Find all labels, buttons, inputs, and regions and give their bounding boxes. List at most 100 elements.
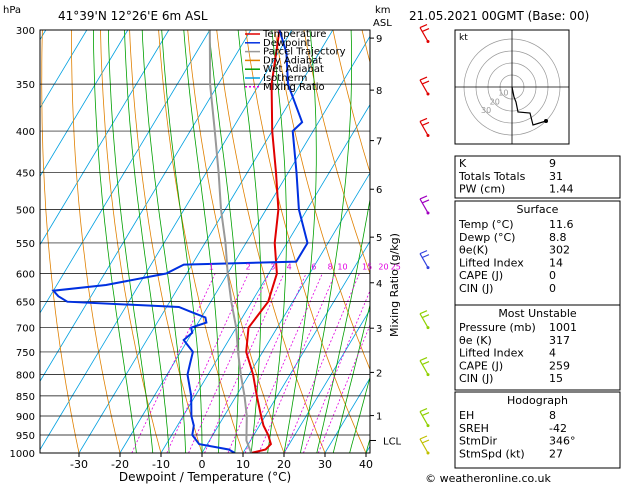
wind-barb-flag [421,361,430,366]
series-dewpoint [51,30,309,453]
hodograph-ring-label: 20 [490,97,500,106]
isotherm-line [40,30,252,383]
wet-adiabat-line [93,30,137,453]
table-label: Lifted Index [459,256,524,269]
mixing-ratio-label: 8 [328,263,333,272]
wind-barb-staff [419,411,429,426]
table-label: Temp (°C) [458,218,514,231]
km-label: km [375,5,391,16]
wet-adiabat-line [124,30,170,453]
table-value: 0 [549,269,556,282]
isotherm-line [201,172,370,453]
km-tick-label: 2 [376,368,382,379]
pressure-tick-label: 300 [16,26,35,37]
wind-barb-flag [419,310,428,315]
wind-barb-flag [421,439,430,444]
lcl-label: LCL [383,436,402,447]
isotherm-line [119,35,370,453]
copyright: © weatheronline.co.uk [425,472,551,485]
wind-barb-staff [419,121,429,136]
section-title: Most Unstable [498,307,577,320]
wind-barb-flag [421,412,430,417]
wind-barb-flag [419,250,428,255]
pressure-tick-label: 950 [16,431,35,442]
isotherm-line [40,30,129,178]
mixing-ratio-axis-label: Mixing Ratio (g/kg) [388,233,401,337]
pressure-tick-label: 850 [16,392,35,403]
km-tick-label: 7 [376,137,382,148]
table-value: 1001 [549,321,577,334]
wind-barb-flag [419,408,428,413]
mixing-ratio-label: 15 [362,263,372,272]
wind-barb-dot [426,40,430,44]
mixing-ratio-line [284,273,360,453]
mixing-ratio-label: 20 [378,263,388,272]
table-value: -42 [549,422,567,435]
section-title: Surface [517,203,559,216]
mixing-ratio-label: 25 [391,263,401,272]
index-tables: K 9 Totals Totals 31 PW (cm) 1.44 SurfaceTemp … [454,155,621,469]
table-value: 346° [549,435,576,448]
axes: 3003504004505005506006507007508008509009… [10,26,402,471]
wind-barb-dot [426,133,430,137]
dry-adiabat-line [158,30,244,453]
mixing-ratio-label: 6 [311,263,316,272]
x-tick-label: 0 [199,458,206,471]
isotherm-line [40,30,170,246]
wet-adiabat-line [208,30,240,453]
series-temperature [245,30,281,453]
wind-barb-flag [421,254,430,259]
datetime-label: 21.05.2021 00GMT (Base: 00) [409,9,589,23]
wind-barb-flag [421,27,430,33]
dry-adiabat-line [332,30,370,174]
table-label: Pressure (mb) [459,321,536,334]
pressure-tick-label: 800 [16,371,35,382]
pressure-tick-label: 1000 [10,449,35,460]
table-label: PW (cm) [459,183,505,196]
table-value: 27 [549,447,563,460]
dry-adiabat-line [624,30,629,453]
km-tick-label: 6 [376,185,382,196]
pressure-tick-label: 700 [16,324,35,335]
table-value: 9 [549,157,556,170]
hodograph-end-dot [544,119,548,123]
x-tick-label: -20 [111,458,129,471]
pressure-tick-label: 900 [16,412,35,423]
legend-label: Temperature [262,29,326,40]
pressure-tick-label: 750 [16,348,35,359]
table-label: θe(K) [459,244,488,257]
profile-lines [51,30,309,453]
table-label: CIN (J) [459,282,493,295]
table-value: 317 [549,334,570,347]
section-title: Hodograph [507,394,568,407]
table-box [454,391,621,469]
x-tick-label: 30 [318,458,332,471]
legend-label: Isotherm [263,73,307,84]
wind-barb-staff [419,438,429,454]
table-value: 31 [549,170,563,183]
wind-barb-flag [421,314,430,319]
pressure-tick-label: 600 [16,270,35,281]
km-tick-label: 9 [376,34,382,45]
isotherm-line [324,377,370,453]
plot-frame [39,29,371,454]
mixing-ratio-labels: 1 2 3 4 6 8 10 15 20 25 [209,263,401,272]
table-label: CAPE (J) [459,269,503,282]
wind-barb-flag [421,199,430,204]
wind-barb-dot [426,373,430,377]
wind-barb-dot [426,451,430,455]
hodograph-ring-label: 10 [498,89,508,98]
table-value: 8.8 [549,231,567,244]
x-tick-label: -30 [70,458,88,471]
mixing-ratio-label: 1 [209,263,214,272]
legend-label: Mixing Ratio [263,82,325,93]
km-tick-label: 4 [376,279,382,290]
km-tick-label: 8 [376,86,382,97]
mixing-ratio-line [258,273,336,453]
mixing-ratio-label: 4 [287,263,292,272]
table-value: 4 [549,347,556,360]
location-label: 41°39'N 12°26'E 6m ASL [58,9,208,23]
table-value: 8 [549,409,556,422]
x-tick-label: 40 [359,458,373,471]
